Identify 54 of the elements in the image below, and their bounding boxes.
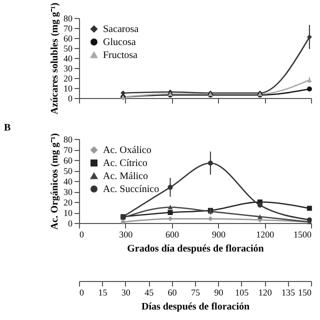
y-tick-label: 50 <box>64 44 73 54</box>
x2-tick-label: 135 <box>282 288 296 298</box>
x-tick-label: 1500 <box>294 230 312 240</box>
x-tick-label: 0 <box>80 230 84 240</box>
point <box>168 216 173 222</box>
point <box>257 214 262 219</box>
point <box>306 86 312 92</box>
x-tick-label: 600 <box>166 230 180 240</box>
point <box>306 206 312 211</box>
y-tick-label: 40 <box>64 176 73 186</box>
x2-tick-label: 150 <box>298 288 312 298</box>
x2-tick-label: 120 <box>258 288 272 298</box>
y-tick-label: 0 <box>68 218 73 228</box>
y-tick-label: 70 <box>64 145 73 155</box>
x2-tick-label: 45 <box>144 288 154 298</box>
y-tick-label: 80 <box>64 134 73 144</box>
x-tick-label: 1200 <box>256 230 275 240</box>
x2-tick-label: 105 <box>235 288 250 298</box>
x-tick-label: 300 <box>119 230 134 240</box>
y-tick-label: 10 <box>64 84 73 94</box>
point <box>257 202 262 208</box>
legend-label: Sacarosa <box>103 24 140 35</box>
x2-tick-label: 60 <box>168 288 178 298</box>
y-axis-title: Azúcares solubles (mg g⁻¹) <box>50 2 60 114</box>
legend-label: Ac. Succínico <box>103 184 160 195</box>
y-tick-label: 60 <box>64 34 73 44</box>
y-tick-label: 10 <box>64 208 73 218</box>
legend-label: Ac. Cítrico <box>103 158 148 169</box>
x2-tick-label: 75 <box>191 288 200 298</box>
legend-label: Ac. Málico <box>103 171 148 182</box>
y-tick-label: 30 <box>64 187 73 197</box>
y-tick-label: 70 <box>64 24 73 34</box>
y-tick-label: 80 <box>64 14 73 24</box>
chart-title: B <box>4 122 11 134</box>
y-tick-label: 30 <box>64 64 73 74</box>
x-tick-label: 900 <box>212 230 226 240</box>
y-tick-label: 40 <box>64 54 73 64</box>
x2-tick-label: 0 <box>80 288 84 298</box>
legend-label: Ac. Oxálico <box>103 145 152 156</box>
y-tick-label: 50 <box>64 166 73 176</box>
y-tick-label: 20 <box>64 74 73 84</box>
x2-tick-label: 90 <box>214 288 224 298</box>
y-tick-label: 60 <box>64 156 73 166</box>
y-tick-label: 20 <box>64 198 73 208</box>
x-axis-title: Grados día después de floración <box>127 244 264 254</box>
legend-label: Glucosa <box>103 37 136 48</box>
y-tick-label: 0 <box>68 94 73 104</box>
y-axis-title: Ac. Orgánicos (mg g⁻¹) <box>50 133 60 230</box>
point <box>120 219 126 224</box>
x2-tick-label: 15 <box>98 288 108 298</box>
legend-label: Fructosa <box>103 50 138 61</box>
x2-axis-title: Días después de floración <box>141 302 250 312</box>
point <box>168 210 173 215</box>
x2-tick-label: 30 <box>121 288 131 298</box>
